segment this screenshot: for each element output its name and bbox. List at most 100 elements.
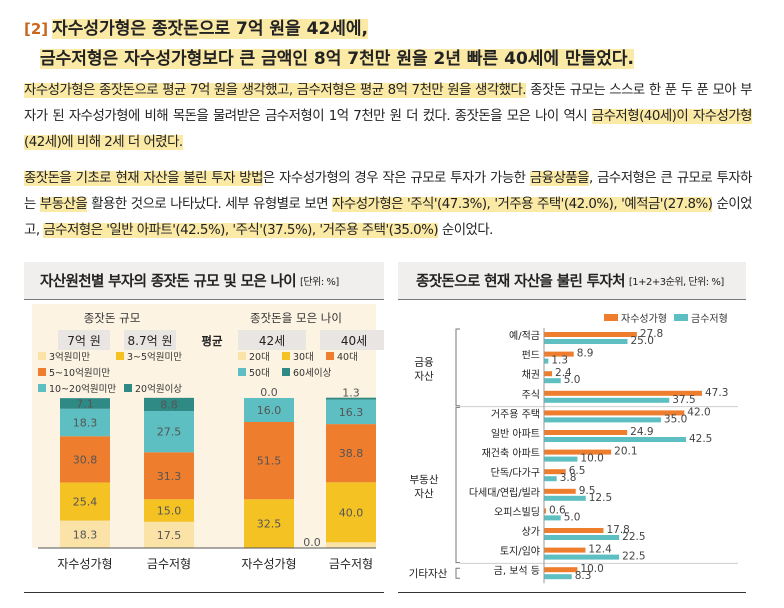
legend-label: 30대 — [293, 352, 314, 363]
bar — [544, 515, 561, 521]
data-label: 47.3 — [705, 387, 728, 399]
bar — [544, 378, 561, 384]
data-label: 37.5 — [672, 394, 695, 406]
group-bracket — [455, 406, 460, 564]
bar-segment — [60, 520, 110, 548]
data-label: 20.1 — [614, 446, 637, 458]
bar — [544, 371, 553, 377]
bar — [544, 437, 686, 442]
legend-label: 50대 — [249, 368, 270, 379]
data-label: 25.4 — [73, 496, 98, 509]
data-label: 17.5 — [157, 529, 182, 542]
bar — [544, 476, 557, 482]
item-label: 금, 보석 등 — [494, 565, 540, 577]
bar — [544, 508, 547, 514]
legend-label: 20대 — [249, 352, 270, 363]
group-label: 부동산 — [410, 474, 439, 486]
item-label: 거주용 주택 — [491, 408, 540, 420]
data-label: 22.5 — [622, 551, 645, 563]
data-label: 10.0 — [580, 453, 603, 465]
item-label: 예/적금 — [509, 330, 540, 342]
data-label: 30.8 — [73, 453, 98, 466]
data-label: 35.0 — [664, 413, 687, 425]
bar — [544, 410, 685, 416]
item-label: 오피스빌딩 — [494, 506, 540, 518]
average-value: 42세 — [259, 334, 285, 348]
data-label: 5.0 — [564, 511, 581, 523]
bar-segment — [326, 399, 376, 425]
right-panel-title: 종잣돈으로 현재 자산을 불린 투자처 — [416, 274, 626, 290]
bar — [544, 456, 578, 462]
data-label: 24.9 — [630, 426, 653, 438]
bar-segment — [326, 482, 376, 543]
bar — [544, 430, 628, 435]
data-label: 7.1 — [76, 397, 94, 410]
category-label: 자수성가형 — [57, 557, 112, 571]
chart-subtitle: 종잣돈 규모 — [84, 311, 141, 325]
p2-text-5: 순이었다. — [438, 223, 494, 238]
data-label: 8.9 — [577, 348, 594, 360]
data-label: 1.3 — [342, 387, 360, 400]
bar-segment — [60, 482, 110, 521]
legend-label: 자수성가형 — [621, 313, 667, 325]
data-label: 8.8 — [160, 398, 178, 411]
item-label: 단독/다가구 — [491, 467, 540, 479]
legend-swatch — [124, 384, 132, 392]
bar — [544, 417, 661, 423]
data-label: 31.3 — [157, 470, 182, 483]
item-label: 상가 — [522, 526, 540, 538]
legend-label: 3~5억원미만 — [127, 351, 182, 363]
bar — [544, 332, 637, 337]
data-label: 22.5 — [622, 531, 645, 543]
average-box — [320, 330, 384, 350]
data-label: 0.6 — [549, 504, 566, 516]
average-box — [238, 330, 306, 350]
bar-segment — [326, 542, 376, 548]
bar — [544, 469, 566, 475]
item-label: 일반 아파트 — [491, 428, 540, 440]
legend-swatch — [282, 352, 290, 360]
right-panel-unit: [1+2+3순위, 단위: %] — [628, 277, 724, 288]
headline-text-1: 자수성가형은 종잣돈으로 7억 원을 42세에, — [52, 19, 369, 39]
legend-swatch — [238, 368, 246, 376]
bar — [544, 339, 628, 344]
bar — [544, 554, 620, 560]
item-label: 다세대/연립/빌라 — [469, 486, 540, 499]
legend-label: 5~10억원미만 — [49, 367, 110, 379]
group-bracket — [455, 567, 460, 579]
bar — [544, 528, 604, 533]
data-label: 51.5 — [257, 455, 282, 468]
left-panel-header: 자산원천별 부자의 종잣돈 규모 및 모은 나이 [단위: %] — [24, 262, 384, 300]
left-bottom-rule — [24, 592, 384, 593]
right-bottom-rule — [398, 592, 746, 593]
data-label: 18.3 — [73, 528, 98, 541]
data-label: 16.3 — [339, 406, 364, 419]
item-label: 채권 — [522, 369, 540, 381]
bar-segment — [144, 452, 194, 500]
data-label: 40.0 — [339, 506, 364, 519]
item-label: 주식 — [522, 389, 540, 401]
data-label: 9.5 — [579, 485, 596, 497]
average-box — [124, 330, 176, 350]
data-label: 17.8 — [606, 524, 629, 536]
p1-text-1: 종잣돈 규모는 스스로 한 푼 두 푼 모아 부자가 된 자수성가형에 비해 목… — [24, 83, 753, 124]
p2-highlight-5: 금수저형은 '일반 아파트'(42.5%), '주식'(37.5%), '거주용… — [43, 223, 439, 238]
bar-segment — [144, 411, 194, 453]
legend-swatch — [238, 352, 246, 360]
data-label: 42.0 — [687, 406, 710, 418]
group-label: 자산 — [414, 488, 434, 500]
data-label: 12.4 — [588, 544, 612, 556]
p2-text-1: 은 자수성가형의 경우 작은 규모로 투자가 가능한 — [262, 171, 530, 186]
bar-segment — [144, 499, 194, 522]
p2-text-4: 순이었고, — [24, 197, 753, 238]
legend-label: 40대 — [337, 352, 358, 363]
left-panel-unit: [단위: %] — [300, 277, 339, 288]
legend-label: 금수저형 — [691, 313, 728, 325]
bar — [544, 351, 574, 357]
headline: [2] 자수성가형은 종잣돈으로 7억 원을 42세에, 금수저형은 자수성가형보… — [24, 14, 764, 74]
p2-highlight-1: 종잣돈을 기초로 현재 자산을 불린 투자 방법 — [24, 171, 263, 186]
p2-text-2: , 금수저형은 큰 규모로 투자하는 — [24, 171, 753, 212]
bar — [544, 358, 549, 364]
data-label: 27.8 — [640, 328, 663, 340]
bar — [544, 574, 572, 580]
